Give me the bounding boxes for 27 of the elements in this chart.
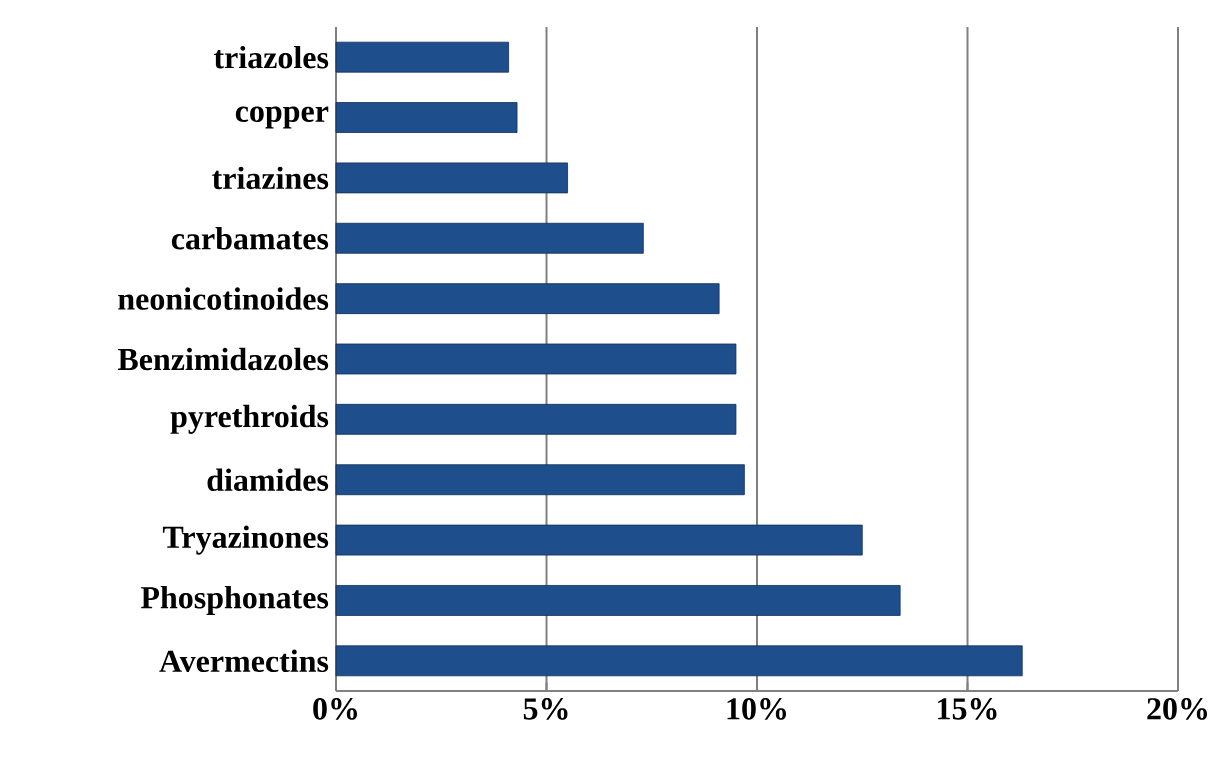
bar <box>335 41 510 73</box>
y-tick-label: neonicotinoides <box>118 287 329 310</box>
bar <box>335 645 1023 677</box>
bar <box>335 464 745 496</box>
y-tick-label: triazines <box>212 166 329 190</box>
y-tick-label: copper <box>235 106 329 129</box>
y-tick-label: carbamates <box>171 227 329 250</box>
y-tick-label: Tryazinones <box>162 525 329 555</box>
y-tick-label: pyrethroids <box>170 404 329 434</box>
bar <box>335 102 518 133</box>
x-tick-label: 20% <box>1147 698 1207 720</box>
x-tick-label: 5% <box>523 698 568 720</box>
bar <box>335 403 737 435</box>
bar <box>335 343 737 375</box>
y-tick-label: Avermectins <box>159 649 329 673</box>
bar <box>335 585 901 616</box>
bar <box>335 283 720 315</box>
x-tick-label: 10% <box>727 698 786 720</box>
bar <box>335 524 863 556</box>
bar <box>335 162 568 194</box>
bar <box>335 222 644 254</box>
y-tick-label: diamides <box>207 468 329 491</box>
x-tick-label: 0% <box>313 698 357 720</box>
y-tick-label: triazoles <box>213 45 329 69</box>
y-tick-label: Benzimidazoles <box>117 347 329 371</box>
x-tick-label: 15% <box>938 698 997 720</box>
y-tick-label: Phosphonates <box>140 585 329 615</box>
